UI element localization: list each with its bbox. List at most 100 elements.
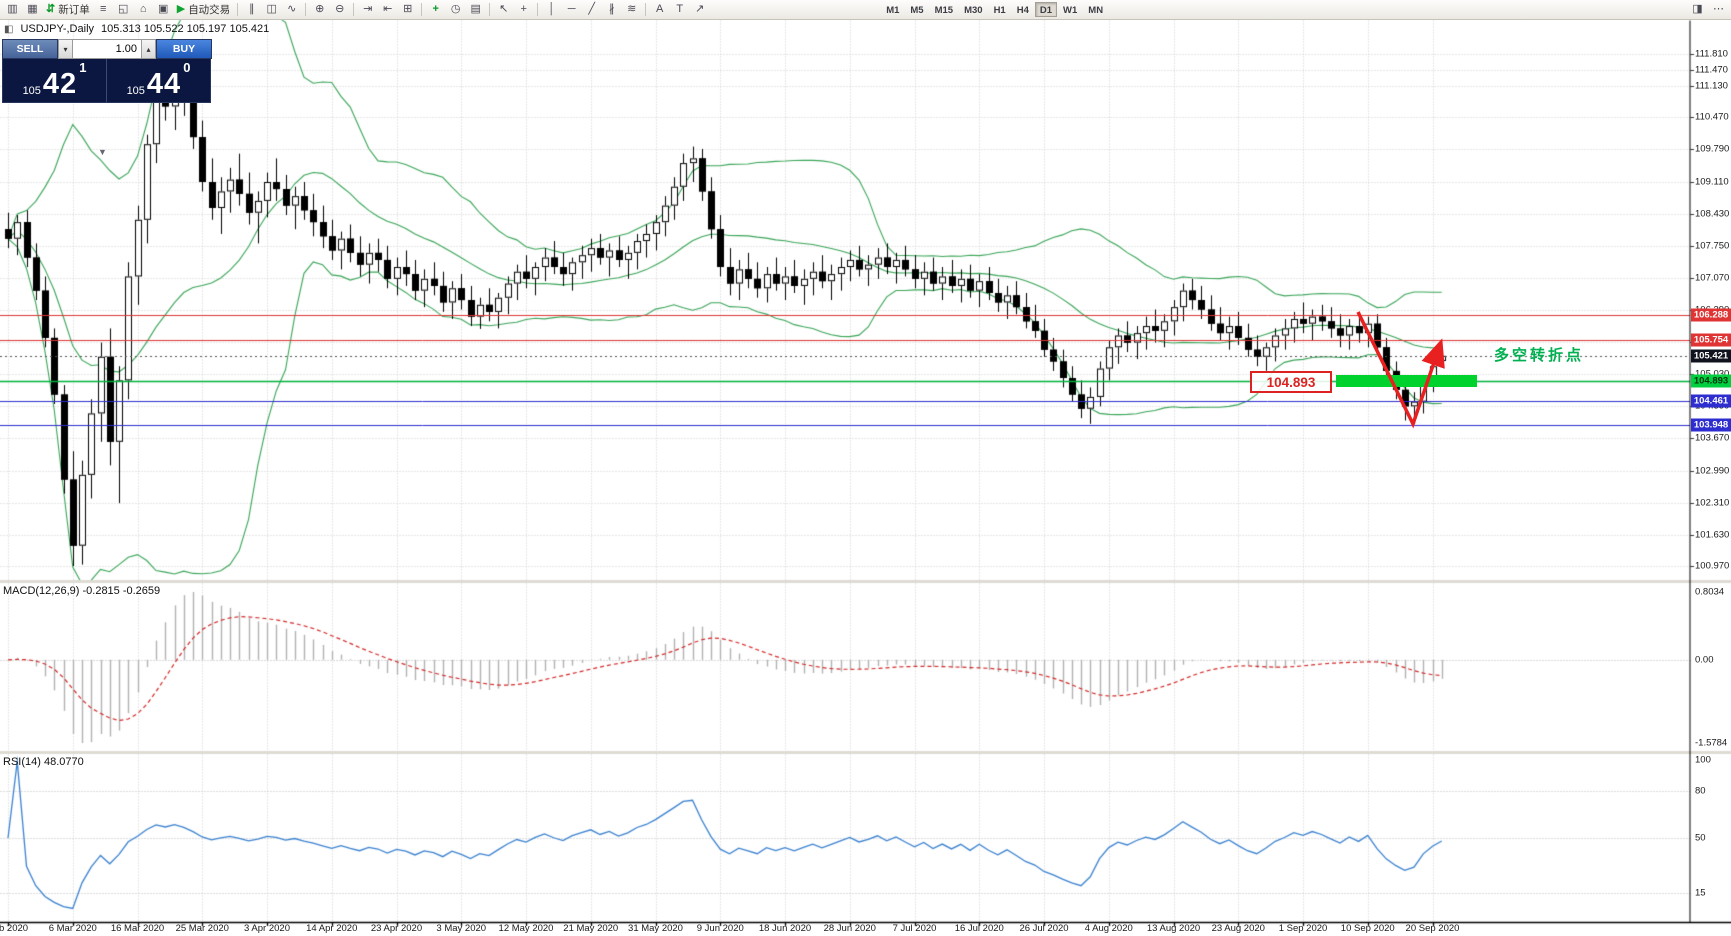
candlestick-chart-button[interactable]: ◫ <box>262 1 281 18</box>
chart-shift-button[interactable]: ⇤ <box>378 1 397 18</box>
price-level-badge: 105.754 <box>1691 333 1731 347</box>
cursor-icon: ↖ <box>499 3 509 15</box>
market-watch-button[interactable]: ≡ <box>94 1 113 18</box>
x-axis-label: 31 May 2020 <box>628 923 683 934</box>
new-order-icon: ⇵ <box>46 3 56 15</box>
bid-price-pip-digit: 1 <box>79 60 87 75</box>
x-axis-label: 20 Sep 2020 <box>1405 923 1460 934</box>
x-axis-label: 1 Sep 2020 <box>1278 923 1328 934</box>
vertical-line-button[interactable]: │ <box>542 1 561 18</box>
data-window-button[interactable]: ◱ <box>114 1 133 18</box>
x-axis-label: 6 Mar 2020 <box>48 923 97 934</box>
x-axis-label: 10 Sep 2020 <box>1340 923 1395 934</box>
zoom-in-button[interactable]: ⊕ <box>310 1 329 18</box>
price-axis-label: 102.990 <box>1695 465 1730 477</box>
ask-price-big-digits: 44 <box>146 68 182 100</box>
autotrading-button[interactable]: ▶ 自动交易 <box>174 1 233 18</box>
channel-button[interactable]: ∦ <box>602 1 621 18</box>
fibonacci-button[interactable]: ≋ <box>622 1 641 18</box>
text-label-button[interactable]: T <box>670 1 689 18</box>
timeframe-button-mn[interactable]: MN <box>1083 2 1108 17</box>
x-axis-label: 18 Jun 2020 <box>758 923 812 934</box>
timeframe-button-m15[interactable]: M15 <box>930 2 958 17</box>
periods-button[interactable]: ◷ <box>446 1 465 18</box>
arrows-button[interactable]: ↗ <box>690 1 709 18</box>
terminal-button[interactable]: ▣ <box>154 1 173 18</box>
text-button[interactable]: A <box>650 1 669 18</box>
timeframe-button-w1[interactable]: W1 <box>1058 2 1082 17</box>
bid-price-display[interactable]: 105 42 1 <box>3 59 106 102</box>
zoom-out-button[interactable]: ⊖ <box>330 1 349 18</box>
indicators-button[interactable]: + <box>426 1 445 18</box>
auto-scroll-button[interactable]: ⇥ <box>358 1 377 18</box>
macd-axis-label: 0.00 <box>1695 654 1714 666</box>
macd-axis-label: -1.5784 <box>1695 737 1728 749</box>
timeframe-button-h4[interactable]: H4 <box>1012 2 1034 17</box>
toolbar-more-button[interactable]: ⋯ <box>1709 1 1728 18</box>
timeframe-button-h1[interactable]: H1 <box>989 2 1011 17</box>
templates-icon: ▤ <box>470 3 481 15</box>
x-axis-label: 26 Jul 2020 <box>1019 923 1069 934</box>
print-button[interactable]: ◨ <box>1688 1 1707 18</box>
line-chart-button[interactable]: ∿ <box>282 1 301 18</box>
price-axis-label: 107.750 <box>1695 240 1730 252</box>
chart-ohlc-values: 105.313 105.522 105.197 105.421 <box>101 23 270 35</box>
terminal-icon: ▣ <box>158 3 169 15</box>
ask-price-display[interactable]: 105 44 0 <box>106 59 210 102</box>
price-level-badge: 103.948 <box>1691 418 1731 432</box>
zoom-in-icon: ⊕ <box>315 3 325 15</box>
price-axis-label: 110.470 <box>1695 111 1729 123</box>
x-axis-label: 13 Aug 2020 <box>1146 923 1201 934</box>
rsi-axis-label: 50 <box>1695 832 1706 844</box>
templates-button[interactable]: ▤ <box>466 1 485 18</box>
volume-step-up-button[interactable]: ▴ <box>141 39 156 59</box>
macd-axis-label: 0.8034 <box>1695 586 1725 598</box>
chart-window-menu-icon[interactable]: ◧ <box>4 23 14 35</box>
price-axis-label: 109.110 <box>1695 176 1729 188</box>
horizontal-line-button[interactable]: ─ <box>562 1 581 18</box>
price-axis-label: 111.810 <box>1695 48 1728 60</box>
toolbar-separator <box>305 3 307 16</box>
price-callout-box[interactable]: 104.893 <box>1250 371 1332 393</box>
profiles-button[interactable]: ▦ <box>23 1 42 18</box>
chart-symbol-title: USDJPY-,Daily <box>20 23 95 35</box>
crosshair-icon: + <box>520 3 527 15</box>
sell-button[interactable]: SELL <box>2 39 58 59</box>
buy-button[interactable]: BUY <box>156 39 212 59</box>
tile-windows-button[interactable]: ⊞ <box>398 1 417 18</box>
autotrading-label: 自动交易 <box>188 4 231 16</box>
toolbar-separator <box>489 3 491 16</box>
x-axis-label: 23 Apr 2020 <box>370 923 423 934</box>
timeframe-button-m5[interactable]: M5 <box>905 2 928 17</box>
crosshair-button[interactable]: + <box>514 1 533 18</box>
timeframe-button-d1[interactable]: D1 <box>1034 2 1058 17</box>
x-axis-label: 16 Mar 2020 <box>110 923 165 934</box>
auto-scroll-icon: ⇥ <box>363 3 373 15</box>
rsi-indicator-label: RSI(14) 48.0770 <box>3 756 84 768</box>
volume-input[interactable] <box>73 39 141 59</box>
x-axis-label: 4 Aug 2020 <box>1084 923 1133 934</box>
new-chart-button[interactable]: ▥ <box>3 1 22 18</box>
vertical-line-icon: │ <box>548 3 556 15</box>
turning-point-label[interactable]: 多空转折点 <box>1494 347 1585 364</box>
support-zone-highlight[interactable] <box>1336 375 1477 387</box>
new-order-button[interactable]: ⇵ 新订单 <box>43 1 93 18</box>
cursor-button[interactable]: ↖ <box>494 1 513 18</box>
timeframe-button-m1[interactable]: M1 <box>881 2 904 17</box>
x-axis-label: Feb 2020 <box>0 923 29 934</box>
x-axis-label: 28 Jun 2020 <box>823 923 876 934</box>
navigator-button[interactable]: ⌂ <box>134 1 153 18</box>
oct-collapse-icon[interactable]: ▼ <box>98 147 107 157</box>
bar-chart-button[interactable]: ∥ <box>242 1 261 18</box>
chart-info-line: ◧ USDJPY-,Daily 105.313 105.522 105.197 … <box>4 23 269 35</box>
volume-step-down-button[interactable]: ▾ <box>58 39 73 59</box>
timeframe-button-m30[interactable]: M30 <box>959 2 987 17</box>
x-axis-label: 14 Apr 2020 <box>306 923 358 934</box>
price-level-badge: 104.461 <box>1691 394 1731 408</box>
caret-up-icon: ▴ <box>146 44 151 54</box>
x-axis-label: 21 May 2020 <box>563 923 619 934</box>
trendline-button[interactable]: ╱ <box>582 1 601 18</box>
arrows-icon: ↗ <box>695 3 705 15</box>
